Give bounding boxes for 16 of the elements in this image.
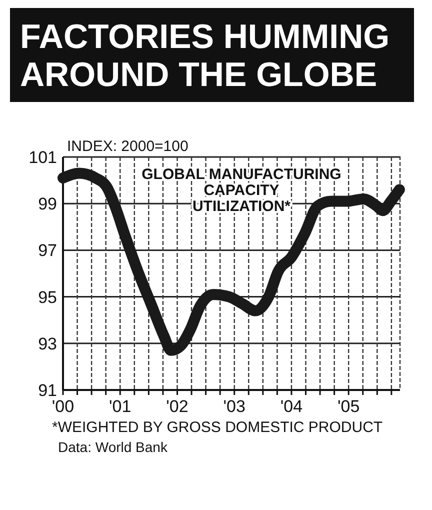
y-axis-title: INDEX: 2000=100 — [67, 138, 188, 155]
x-tick-label: '05 — [338, 397, 360, 416]
text: *WEIGHTED BY GROSS DOMESTIC PRODUCT — [52, 419, 383, 436]
y-tick-label: 99 — [38, 194, 57, 214]
y-tick-label: 101 — [28, 148, 57, 167]
x-tick-label: '03 — [223, 397, 246, 416]
chart-title: FACTORIES HUMMING AROUND THE GLOBE — [20, 18, 390, 94]
y-tick-label: 93 — [38, 334, 57, 354]
x-tick-label: '04 — [280, 397, 303, 416]
x-tick-label: '02 — [166, 397, 188, 416]
x-tick-label: '00 — [52, 397, 74, 416]
y-tick-label: 97 — [38, 241, 57, 260]
y-tick-label: 91 — [38, 381, 57, 400]
text: Data: World Bank — [58, 439, 168, 455]
y-tick-label: 95 — [38, 288, 57, 307]
x-tick-label: '01 — [109, 397, 132, 416]
